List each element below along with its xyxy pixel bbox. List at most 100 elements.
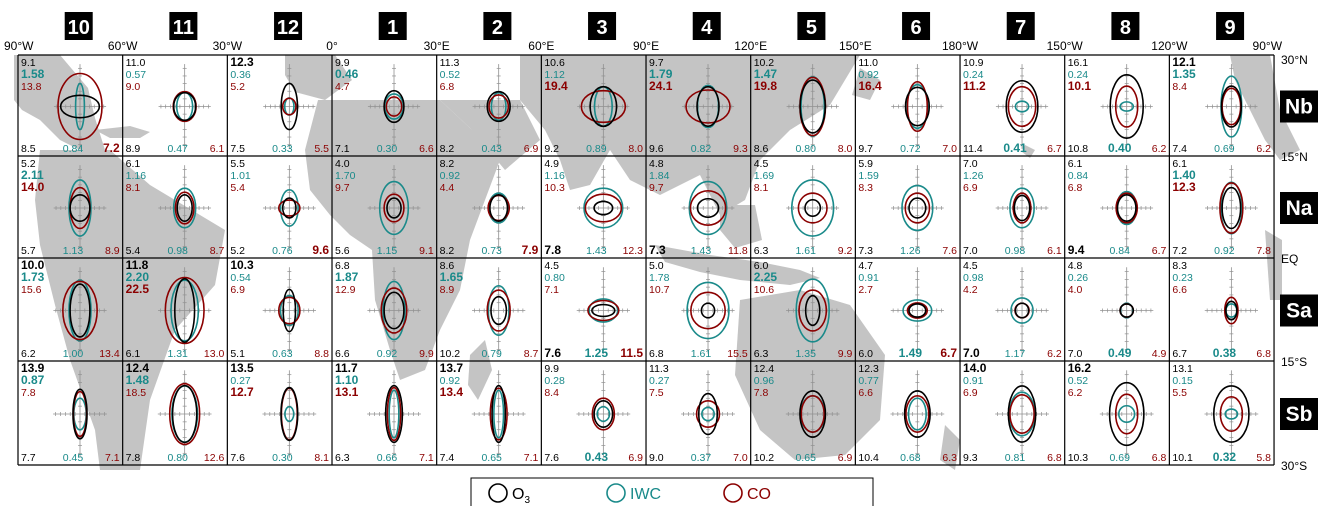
land-new-zealand [940,425,960,470]
o3-ellipse [804,198,822,218]
panel: 14.00.916.9 9.3 0.81 6.8 [963,361,1062,464]
iwc-value-lower: 0.47 [167,143,188,155]
o3-ellipse [69,194,91,223]
o3-value: 4.8 [649,158,664,170]
o3-value: 6.1 [1172,158,1187,170]
iwc-ellipse [382,280,406,341]
o3-ellipse [1212,385,1250,443]
co-value: 4.2 [963,284,978,296]
o3-ellipse [589,85,618,128]
o3-value-lower: 7.1 [335,143,350,155]
iwc-ellipse [487,284,510,337]
iwc-value: 0.24 [1068,69,1089,81]
o3-value-lower: 7.3 [858,245,873,257]
o3-value: 8.2 [440,158,455,170]
co-value-lower: 8.9 [105,245,120,257]
o3-value: 9.9 [335,57,350,69]
o3-value-lower: 7.4 [440,452,455,464]
o3-value: 13.7 [440,361,464,375]
co-ellipse [1223,296,1239,325]
o3-value-lower: 6.8 [649,348,664,360]
o3-value: 4.7 [858,260,873,272]
co-ellipse [690,291,726,330]
co-value: 10.1 [1068,79,1092,93]
iwc-value-lower: 0.68 [900,452,921,464]
iwc-ellipse [279,189,299,227]
co-value: 6.9 [230,284,245,296]
month-badge [692,12,721,40]
iwc-value: 0.98 [963,272,984,284]
co-value: 12.3 [1172,180,1196,194]
co-value-lower: 5.8 [1256,452,1271,464]
land-borneo [720,205,762,248]
o3-value-lower: 9.6 [649,143,664,155]
iwc-value-lower: 0.66 [377,452,398,464]
co-value-lower: 6.2 [1152,143,1167,155]
co-ellipse [380,287,408,334]
co-value: 8.4 [544,387,559,399]
legend-swatch [606,483,626,503]
legend: O3 IWC CO [470,477,874,506]
o3-value: 10.9 [963,57,984,69]
co-value: 16.4 [858,79,882,93]
panel: 12.30.365.2 7.5 0.33 5.5 [230,55,329,155]
iwc-value: 0.54 [230,272,251,284]
month-badge [378,12,407,40]
month-badge [1006,12,1035,40]
iwc-value-lower: 1.31 [167,348,188,360]
iwc-ellipse [688,180,728,236]
co-value: 8.3 [858,182,873,194]
o3-value-lower: 7.6 [544,452,559,464]
panel: 8.61.658.9 10.2 0.79 8.7 [440,260,539,360]
o3-ellipse [1109,74,1144,139]
iwc-value: 0.24 [963,69,984,81]
iwc-value-lower: 0.65 [481,452,502,464]
co-ellipse [1114,393,1139,435]
o3-value: 12.4 [754,363,775,375]
region-badge [1280,192,1318,224]
iwc-value-lower: 0.81 [1005,452,1026,464]
iwc-value-lower: 1.25 [585,346,609,360]
o3-value: 10.6 [544,57,565,69]
co-value-lower: 6.2 [1256,143,1271,155]
co-ellipse [800,395,825,433]
o3-ellipse [383,89,405,124]
co-value-lower: 7.8 [1256,245,1271,257]
co-ellipse [1219,396,1244,432]
co-value-lower: 6.6 [419,143,434,155]
region-label: Nb [1285,96,1313,119]
o3-value: 6.1 [1068,158,1083,170]
iwc-value-lower: 0.38 [1213,346,1237,360]
month-label: 12 [277,17,299,39]
o3-value-lower: 5.2 [230,245,245,257]
longitude-labels: 90°W 60°W 30°W 0° 30°E 60°E 90°E 120°E 150°E 180°… [4,39,1283,53]
iwc-ellipse [172,187,197,229]
panel: 4.50.807.1 7.6 1.25 11.5 [544,260,643,360]
iwc-value: 1.79 [649,67,673,81]
o3-value-lower: 8.2 [440,245,455,257]
o3-value: 11.3 [649,363,669,375]
panel: 5.91.598.3 7.3 1.26 7.6 [858,158,957,257]
o3-ellipse [383,291,405,330]
co-value-lower: 6.9 [628,452,643,464]
legend-entry: CO [747,486,771,503]
month-label: 7 [1015,17,1026,39]
o3-ellipse [281,197,297,219]
iwc-value: 1.84 [649,170,670,182]
iwc-value: 0.96 [754,375,775,387]
o3-value-lower: 6.3 [754,348,769,360]
iwc-value-lower: 1.61 [795,245,816,257]
panel: 13.10.155.5 10.1 0.32 5.8 [1172,363,1271,464]
o3-value: 16.2 [1068,361,1092,375]
iwc-value: 1.12 [544,69,565,81]
iwc-value: 0.27 [230,375,251,387]
o3-value-lower: 6.7 [1172,348,1187,360]
o3-value-lower: 10.2 [754,452,775,464]
co-value-lower: 13.4 [99,348,120,360]
co-value-lower: 8.0 [628,143,643,155]
